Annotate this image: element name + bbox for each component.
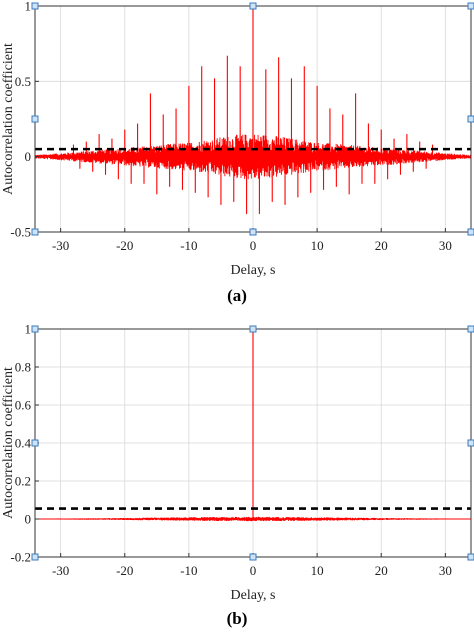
selection-handle (31, 228, 39, 236)
x-tick-label: 10 (311, 563, 324, 578)
selection-handle (467, 228, 474, 236)
selection-handle (31, 115, 39, 123)
x-tick-label: 30 (439, 238, 452, 253)
x-axis-label: Delay, s (231, 263, 276, 278)
y-tick-label: 1 (25, 322, 32, 337)
x-tick-label: 0 (250, 563, 257, 578)
x-tick-label: 10 (311, 238, 324, 253)
x-tick-label: -30 (52, 563, 69, 578)
y-tick-label: 0.4 (15, 436, 32, 451)
y-tick-label: 0.2 (15, 474, 31, 489)
x-tick-label: -30 (52, 238, 69, 253)
chart-panel-a: -30 -20 -10 0 10 20 30 -0.5 0 0.5 1 Delay, s Autocor… (1, 0, 474, 278)
y-tick-label: 0.6 (15, 398, 32, 413)
y-axis-label: Autocorrelation coefficient (1, 43, 16, 195)
selection-handle (467, 2, 474, 10)
selection-handle (467, 553, 474, 561)
selection-handle (31, 2, 39, 10)
selection-handle (31, 439, 39, 447)
y-tick-label: 1 (25, 0, 32, 14)
selection-handle (467, 325, 474, 333)
y-tick-label: -0.2 (10, 550, 31, 565)
x-tick-label: 20 (375, 563, 388, 578)
x-tick-label: 0 (250, 238, 257, 253)
chart-panel-b: -30 -20 -10 0 10 20 30 -0.2 0 0.2 0.4 0.6 0.8 1 Delay,… (1, 322, 474, 603)
selection-handle (31, 553, 39, 561)
y-tick-label: 0.5 (15, 74, 31, 89)
x-tick-label: 30 (439, 563, 452, 578)
y-tick-label: 0.8 (15, 360, 31, 375)
selection-handle (467, 439, 474, 447)
panel-label-a: (a) (227, 286, 247, 305)
selection-handle (249, 2, 257, 10)
y-tick-label: 0 (25, 512, 32, 527)
panel-label-b: (b) (226, 609, 248, 628)
selection-handle (249, 553, 257, 561)
selection-handle (467, 115, 474, 123)
selection-handle (249, 228, 257, 236)
y-axis-label: Autocorrelation coefficient (1, 367, 16, 519)
x-tick-label: -20 (116, 238, 133, 253)
x-tick-label: 20 (375, 238, 388, 253)
x-tick-label: -20 (116, 563, 133, 578)
selection-handle (249, 325, 257, 333)
x-axis-label: Delay, s (231, 588, 276, 603)
selection-handle (31, 325, 39, 333)
y-tick-label: 0 (25, 149, 32, 164)
x-tick-label: -10 (180, 238, 197, 253)
y-tick-label: -0.5 (10, 225, 31, 240)
x-tick-label: -10 (180, 563, 197, 578)
